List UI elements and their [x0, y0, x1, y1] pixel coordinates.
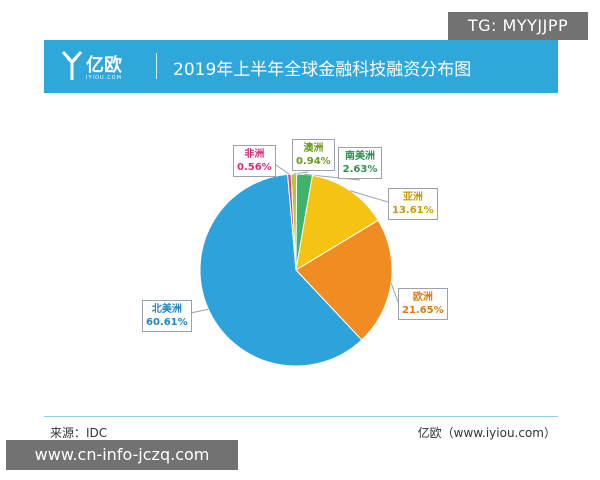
slice-label-5: 非洲 0.56%	[233, 145, 276, 177]
credit-text: 亿欧（www.iyiou.com）	[417, 426, 556, 440]
slice-label-4: 北美洲 60.61%	[142, 300, 192, 332]
slice-label-name: 非洲	[244, 149, 265, 160]
slice-label-value: 0.94%	[296, 156, 331, 167]
slice-label-0: 澳洲 0.94%	[292, 139, 335, 171]
slice-label-2: 亚洲 13.61%	[388, 188, 438, 220]
slice-label-name: 北美洲	[151, 304, 182, 315]
slice-label-1: 南美洲 2.63%	[338, 147, 382, 179]
slice-label-value: 0.56%	[237, 162, 272, 173]
watermark-top: TG: MYYJJPP	[448, 12, 588, 40]
slice-label-name: 欧洲	[412, 292, 433, 303]
banner-divider	[156, 53, 157, 79]
logo-name: 亿欧	[86, 55, 122, 76]
slice-label-value: 21.65%	[402, 305, 444, 316]
pie-slice-3	[295, 219, 393, 341]
chart-title: 2019年上半年全球金融科技融资分布图	[173, 60, 472, 80]
slice-label-value: 13.61%	[392, 205, 434, 216]
slice-label-value: 60.61%	[146, 317, 188, 328]
pie-slice-4	[199, 173, 363, 367]
pie-slice-5	[287, 173, 297, 271]
slice-label-name: 澳洲	[303, 143, 324, 154]
slice-label-3: 欧洲 21.65%	[398, 288, 448, 320]
leader-line-3	[390, 282, 399, 303]
footer-divider	[44, 416, 558, 417]
watermark-bottom: www.cn-info-jczq.com	[6, 440, 238, 470]
logo-subtext: IYIOU.COM	[86, 75, 122, 81]
source-text: 来源：IDC	[50, 426, 108, 440]
iyiou-logo-icon	[62, 50, 82, 80]
title-banner: 亿欧 IYIOU.COM 2019年上半年全球金融科技融资分布图	[44, 40, 558, 93]
slice-label-name: 南美洲	[345, 151, 375, 162]
slice-label-value: 2.63%	[342, 164, 378, 175]
pie-slice-2	[295, 174, 379, 271]
slice-label-name: 亚洲	[402, 192, 423, 203]
leader-line-2	[350, 190, 389, 203]
